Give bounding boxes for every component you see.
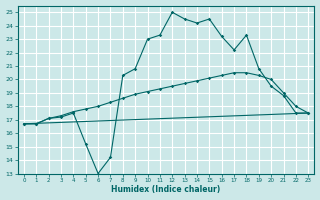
- X-axis label: Humidex (Indice chaleur): Humidex (Indice chaleur): [111, 185, 221, 194]
